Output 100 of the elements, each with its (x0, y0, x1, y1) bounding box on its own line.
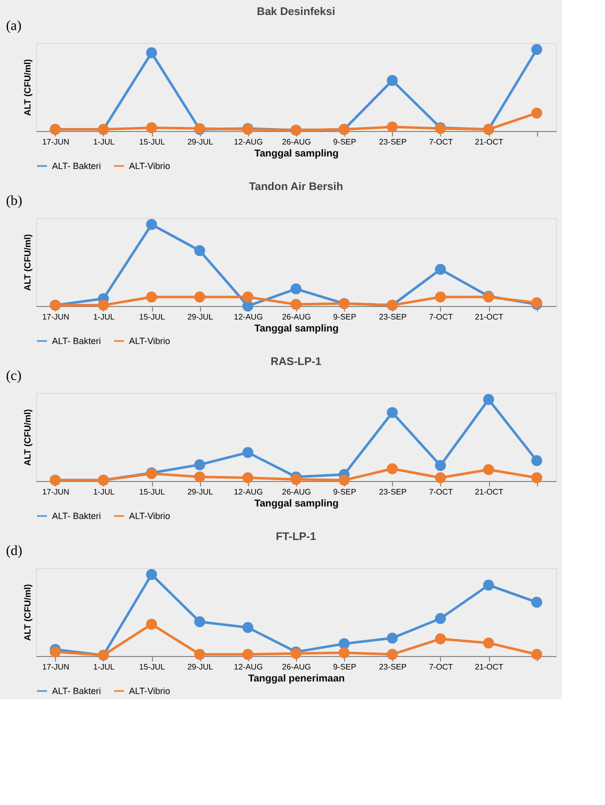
point (386, 75, 398, 86)
x-tick-label: 15-JUL (139, 138, 166, 146)
y-axis-title: ALT (CFU/ml) (22, 409, 32, 466)
x-tick-label: 7-OCT (428, 662, 454, 672)
text: (a) (6, 19, 22, 34)
point (434, 633, 446, 644)
point (146, 219, 158, 230)
point (386, 407, 398, 418)
point (290, 474, 302, 485)
x-tick-label: 17-JUN (42, 312, 70, 322)
x-tick-label: 9-SEP (333, 138, 356, 146)
x-tick-label: 29-JUL (187, 662, 214, 672)
x-axis-title: Tanggal sampling (254, 498, 339, 510)
legend-label: ALT-Vibrio (129, 686, 170, 696)
x-axis-title: Tanggal penerimaan (248, 674, 345, 684)
text: (d) (6, 544, 23, 559)
point (483, 637, 494, 648)
point (483, 394, 494, 405)
chart-title: Tandon Air Bersih (248, 181, 344, 193)
y-axis-title: ALT (CFU/ml) (22, 234, 32, 291)
point (386, 648, 398, 660)
point (434, 292, 446, 303)
x-tick-label: 23-SEP (379, 662, 407, 672)
point (194, 471, 206, 482)
point (146, 47, 158, 58)
legend-label: ALT- Bakteri (52, 686, 101, 696)
x-tick-label: 23-SEP (379, 488, 407, 496)
point (194, 459, 206, 470)
x-tick-label: 15-JUL (139, 488, 166, 496)
point (338, 474, 350, 486)
point (242, 472, 254, 484)
legend-label: ALT- Bakteri (52, 336, 101, 346)
point (531, 108, 542, 119)
x-tick-label: 1-JUL (93, 488, 116, 496)
x-tick-label: 15-JUL (139, 312, 166, 322)
x-tick-label: 21-OCT (474, 488, 504, 496)
x-tick-label: 7-OCT (428, 312, 454, 322)
point (194, 616, 206, 628)
x-tick-label: 7-OCT (428, 138, 454, 146)
x-tick-label: 1-JUL (93, 138, 116, 146)
point (483, 580, 494, 591)
point (386, 463, 398, 474)
point (194, 245, 206, 256)
x-tick-label: 21-OCT (474, 138, 504, 146)
x-tick-label: 23-SEP (379, 138, 407, 146)
x-tick-label: 17-JUN (42, 138, 70, 146)
x-tick-label: 9-SEP (333, 662, 356, 672)
y-axis-title: ALT (CFU/ml) (22, 584, 32, 641)
x-tick-label: 1-JUL (93, 662, 116, 672)
x-tick-label: 23-SEP (379, 312, 407, 322)
point (242, 447, 254, 458)
point (434, 460, 446, 471)
x-tick-label: 9-SEP (333, 312, 356, 322)
point (531, 596, 542, 608)
x-tick-label: 26-AUG (282, 662, 311, 672)
x-tick-label: 12-AUG (234, 312, 263, 322)
point (98, 300, 109, 311)
point (242, 622, 254, 633)
point (531, 472, 542, 484)
legend-label: ALT-Vibrio (129, 511, 170, 521)
point (146, 122, 158, 134)
text: (b) (6, 194, 23, 209)
point (483, 464, 494, 476)
point (531, 455, 542, 466)
point (531, 44, 542, 55)
point (242, 300, 254, 312)
x-tick-label: 17-JUN (42, 662, 70, 672)
x-tick-label: 7-OCT (428, 488, 454, 496)
legend-label: ALT-Vibrio (129, 336, 170, 346)
chart-title: RAS-LP-1 (270, 356, 322, 368)
x-tick-label: 21-OCT (474, 312, 504, 322)
point (338, 647, 350, 658)
point (194, 292, 206, 303)
x-tick-label: 17-JUN (42, 488, 70, 496)
x-tick-label: 12-AUG (234, 488, 263, 496)
legend-label: ALT- Bakteri (52, 161, 101, 171)
point (146, 292, 158, 303)
chart-title: FT-LP-1 (276, 531, 316, 543)
legend-label: ALT-Vibrio (129, 161, 170, 171)
x-tick-label: 26-AUG (282, 138, 311, 146)
point (146, 569, 158, 580)
point (290, 283, 302, 294)
point (146, 618, 158, 630)
x-axis-title: Tanggal sampling (254, 324, 339, 334)
point (194, 648, 206, 660)
x-tick-label: 29-JUL (187, 488, 214, 496)
point (434, 472, 446, 484)
x-tick-label: 29-JUL (187, 138, 214, 146)
point (434, 613, 446, 624)
x-tick-label: 26-AUG (282, 312, 311, 322)
x-axis-title: Tanggal sampling (254, 148, 339, 160)
legend-label: ALT- Bakteri (52, 511, 101, 521)
x-tick-label: 1-JUL (93, 312, 116, 322)
x-tick-label: 9-SEP (333, 488, 356, 496)
point (434, 264, 446, 275)
point (242, 648, 254, 660)
point (290, 298, 302, 310)
point (242, 292, 254, 303)
point (386, 121, 398, 132)
x-tick-label: 12-AUG (234, 662, 263, 672)
